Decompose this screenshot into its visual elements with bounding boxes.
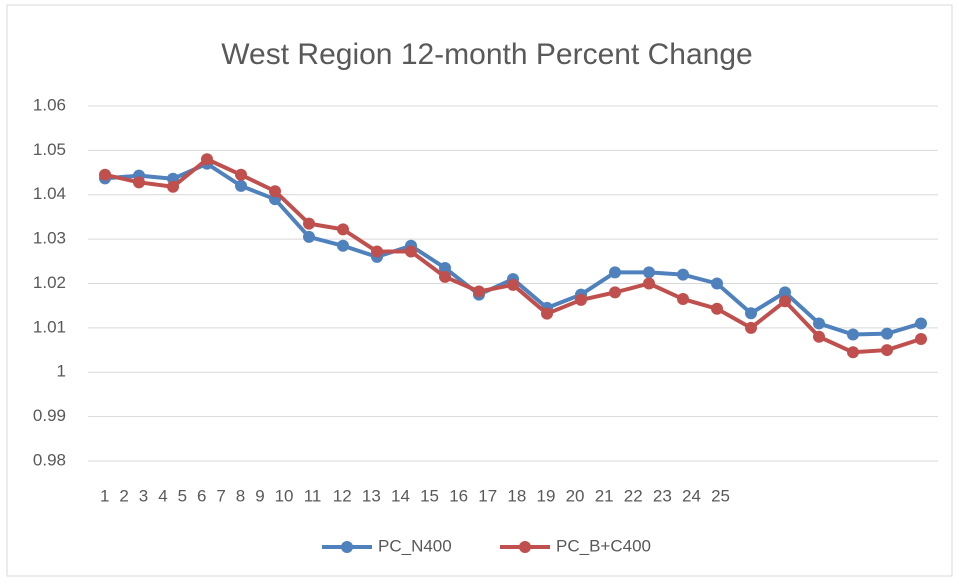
data-point — [235, 179, 247, 192]
data-point — [439, 270, 451, 283]
x-tick-label: 20 — [566, 486, 585, 505]
legend-marker — [519, 541, 531, 553]
data-point — [847, 346, 859, 359]
data-point — [711, 302, 723, 315]
legend-marker — [341, 541, 353, 553]
x-tick-label: 6 — [197, 486, 206, 505]
data-point — [133, 176, 145, 189]
x-tick-label: 1 — [100, 486, 109, 505]
x-tick-label: 9 — [255, 486, 264, 505]
x-tick-label: 8 — [236, 486, 245, 505]
data-point — [405, 245, 417, 258]
data-point — [643, 266, 655, 279]
y-tick-label: 1.06 — [33, 95, 66, 114]
y-tick-label: 0.99 — [33, 406, 66, 425]
data-point — [813, 330, 825, 343]
x-tick-label: 15 — [420, 486, 439, 505]
y-tick-label: 1.05 — [33, 140, 66, 159]
legend-label: PC_B+C400 — [556, 536, 651, 555]
data-point — [847, 328, 859, 341]
data-point — [677, 268, 689, 281]
x-tick-label: 12 — [333, 486, 352, 505]
x-tick-label: 25 — [711, 486, 730, 505]
y-tick-label: 1.02 — [33, 273, 66, 292]
data-point — [99, 168, 111, 181]
x-tick-label: 14 — [391, 486, 410, 505]
data-point — [643, 277, 655, 290]
x-tick-label: 19 — [537, 486, 556, 505]
y-tick-label: 1.04 — [33, 184, 66, 203]
y-tick-label: 1.01 — [33, 317, 66, 336]
data-point — [541, 307, 553, 320]
x-tick-label: 13 — [362, 486, 381, 505]
data-point — [269, 185, 281, 198]
data-point — [779, 286, 791, 299]
data-point — [881, 327, 893, 340]
data-point — [779, 295, 791, 308]
x-tick-label: 23 — [653, 486, 672, 505]
data-point — [745, 307, 757, 320]
x-tick-label: 17 — [478, 486, 497, 505]
x-tick-label: 11 — [304, 486, 322, 505]
data-point — [201, 153, 213, 166]
x-tick-label: 24 — [682, 486, 701, 505]
data-point — [235, 168, 247, 181]
x-tick-label: 5 — [178, 486, 187, 505]
x-tick-label: 18 — [507, 486, 526, 505]
data-point — [609, 266, 621, 279]
legend-label: PC_N400 — [378, 536, 452, 555]
data-point — [473, 285, 485, 298]
data-point — [813, 317, 825, 330]
data-point — [745, 321, 757, 334]
data-point — [371, 245, 383, 258]
data-point — [575, 293, 587, 306]
y-tick-label: 1 — [57, 362, 66, 381]
y-tick-label: 0.98 — [33, 450, 66, 469]
data-point — [507, 278, 519, 291]
data-point — [439, 261, 451, 274]
x-tick-label: 3 — [139, 486, 148, 505]
x-tick-label: 7 — [216, 486, 225, 505]
data-point — [337, 239, 349, 252]
data-point — [915, 317, 927, 330]
data-point — [677, 293, 689, 306]
x-tick-label: 22 — [624, 486, 643, 505]
x-tick-label: 4 — [158, 486, 167, 505]
data-point — [167, 180, 179, 193]
x-tick-label: 16 — [449, 486, 468, 505]
data-point — [915, 332, 927, 345]
y-tick-label: 1.03 — [33, 229, 66, 248]
data-point — [337, 223, 349, 236]
x-tick-label: 10 — [275, 486, 294, 505]
x-tick-label: 2 — [119, 486, 128, 505]
x-tick-label: 21 — [595, 486, 614, 505]
data-point — [881, 344, 893, 357]
chart-title: West Region 12-month Percent Change — [221, 38, 752, 71]
data-point — [303, 230, 315, 243]
data-point — [609, 286, 621, 299]
data-point — [711, 277, 723, 290]
data-point — [303, 217, 315, 230]
